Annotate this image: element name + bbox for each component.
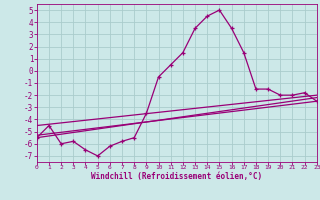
X-axis label: Windchill (Refroidissement éolien,°C): Windchill (Refroidissement éolien,°C) bbox=[91, 172, 262, 181]
